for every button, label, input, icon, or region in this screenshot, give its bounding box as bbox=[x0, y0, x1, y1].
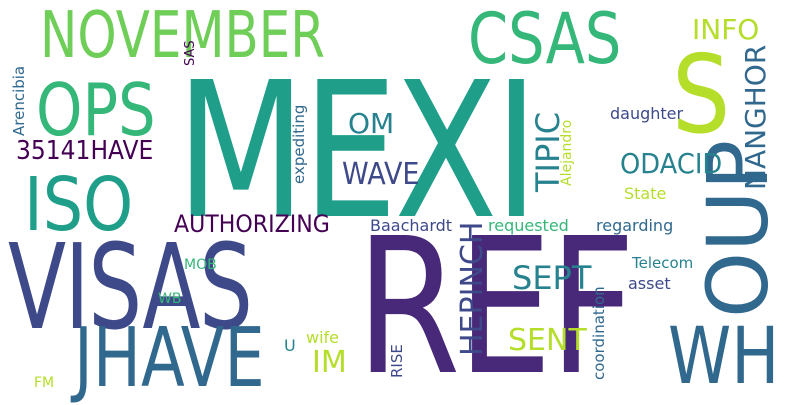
word-authorizing: AUTHORIZING bbox=[174, 210, 330, 238]
word-mexi: MEXI bbox=[176, 42, 539, 261]
word-sept: SEPT bbox=[512, 259, 592, 297]
word-wb: WB bbox=[158, 291, 182, 307]
word-regarding: regarding bbox=[596, 216, 674, 235]
word-hepinch: HEPINCH bbox=[455, 221, 490, 356]
word-november: NOVEMBER bbox=[40, 0, 325, 73]
word-info: INFO bbox=[692, 13, 760, 46]
word-state: State bbox=[624, 184, 667, 203]
word-odacid: ODACID bbox=[620, 147, 723, 180]
word-nanghor: NANGHOR bbox=[739, 44, 772, 190]
word-telecom: Telecom bbox=[632, 254, 694, 272]
word-wh: WH bbox=[668, 312, 780, 402]
word-iso: ISO bbox=[24, 162, 134, 248]
word-im: IM bbox=[312, 345, 347, 380]
word-ref: REF bbox=[356, 198, 636, 405]
word-alejandro: Alejandro bbox=[559, 119, 575, 186]
word-requested: requested bbox=[488, 216, 569, 235]
word-csas: CSAS bbox=[468, 0, 622, 80]
word-visas: VISAS bbox=[8, 218, 253, 356]
word-mob: MOB bbox=[184, 257, 217, 273]
word-fm: FM bbox=[34, 375, 55, 391]
word-s: S bbox=[672, 33, 731, 158]
word-asset: asset bbox=[628, 274, 671, 293]
word-expediting: expediting bbox=[290, 104, 308, 184]
word-sent: SENT bbox=[508, 323, 587, 358]
word-daughter: daughter bbox=[610, 104, 684, 123]
word-om: OM bbox=[348, 107, 395, 140]
word-jhave: JHAVE bbox=[74, 311, 265, 405]
word-35141have: 35141HAVE bbox=[16, 136, 154, 166]
word-coordination: coordination bbox=[590, 286, 608, 380]
word-wife: wife bbox=[306, 328, 340, 347]
word-baachardt: Baachardt bbox=[370, 216, 453, 235]
word-sas: SAS bbox=[183, 40, 198, 66]
word-wave: WAVE bbox=[342, 157, 420, 192]
word-rise: RISE bbox=[388, 344, 406, 378]
word-u: U bbox=[284, 336, 296, 355]
word-arencibia: Arencibia bbox=[10, 65, 28, 136]
word-ops: OPS bbox=[36, 68, 156, 152]
